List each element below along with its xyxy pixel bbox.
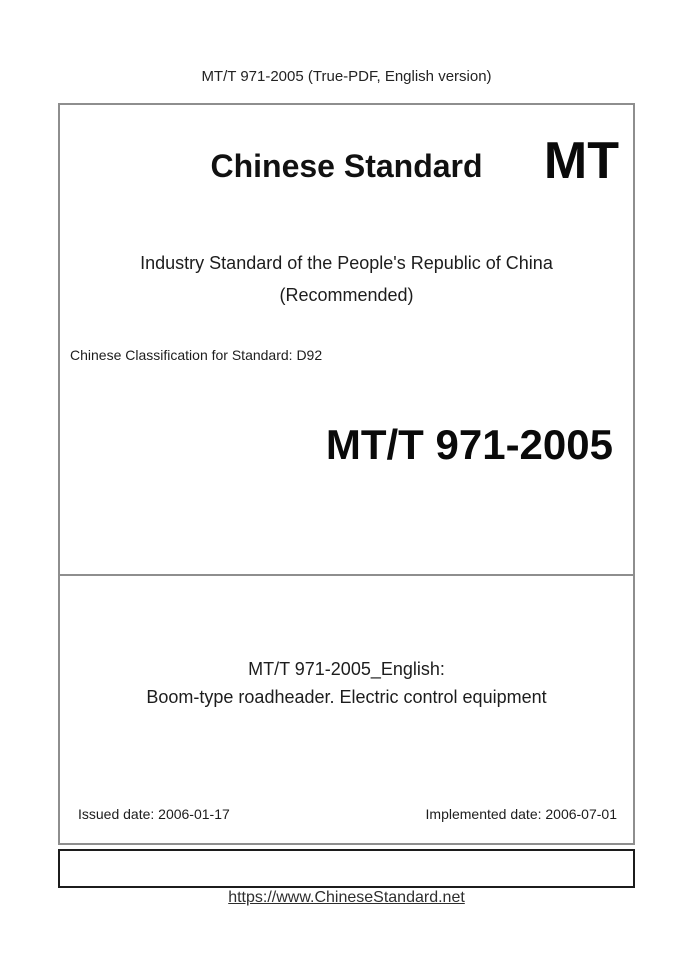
- brand-title: Chinese Standard: [210, 148, 483, 184]
- english-title-block: MT/T 971-2005_English: Boom-type roadhea…: [0, 655, 693, 711]
- recommended-line: (Recommended): [279, 285, 414, 305]
- issued-date: Issued date: 2006-01-17: [78, 806, 230, 822]
- empty-footer-box: [58, 849, 635, 888]
- mt-logo-text: MT: [543, 132, 619, 190]
- dates-row: Issued date: 2006-01-17 Implemented date…: [78, 806, 617, 822]
- standard-number: MT/T 971-2005: [325, 421, 613, 468]
- cover-box: MT: [58, 103, 635, 845]
- english-title-line1: MT/T 971-2005_English:: [248, 659, 445, 679]
- classification-line: Chinese Classification for Standard: D92: [70, 347, 323, 363]
- page-header-text: MT/T 971-2005 (True-PDF, English version…: [201, 68, 492, 85]
- english-title-line2: Boom-type roadheader. Electric control e…: [146, 687, 547, 707]
- footer-link-container: https://www.ChineseStandard.net: [0, 889, 693, 907]
- footer-link[interactable]: https://www.ChineseStandard.net: [228, 889, 465, 906]
- implemented-date: Implemented date: 2006-07-01: [425, 806, 617, 822]
- section-divider: [60, 574, 633, 576]
- org-line: Industry Standard of the People's Republ…: [140, 253, 553, 273]
